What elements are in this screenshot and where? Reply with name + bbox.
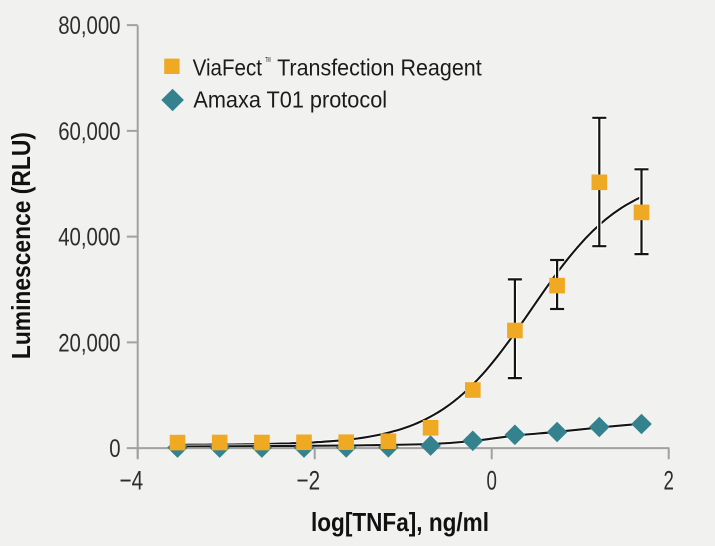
svg-text:−4: −4 [120, 465, 144, 495]
svg-text:40,000: 40,000 [58, 224, 120, 252]
svg-text:60,000: 60,000 [58, 118, 120, 146]
svg-text:0: 0 [109, 435, 120, 463]
svg-text:2: 2 [664, 465, 674, 495]
svg-text:0: 0 [487, 465, 497, 495]
svg-text:−2: −2 [297, 465, 321, 495]
svg-text:ViaFect: ViaFect [193, 55, 263, 81]
svg-text:TM: TM [265, 57, 270, 64]
svg-text:20,000: 20,000 [58, 330, 120, 358]
svg-text:Luminescence (RLU): Luminescence (RLU) [6, 132, 36, 359]
svg-text:Amaxa T01 protocol: Amaxa T01 protocol [193, 87, 387, 113]
svg-text:log[TNFa], ng/ml: log[TNFa], ng/ml [311, 507, 489, 537]
svg-text:80,000: 80,000 [58, 12, 120, 40]
svg-text:Transfection Reagent: Transfection Reagent [277, 55, 482, 81]
